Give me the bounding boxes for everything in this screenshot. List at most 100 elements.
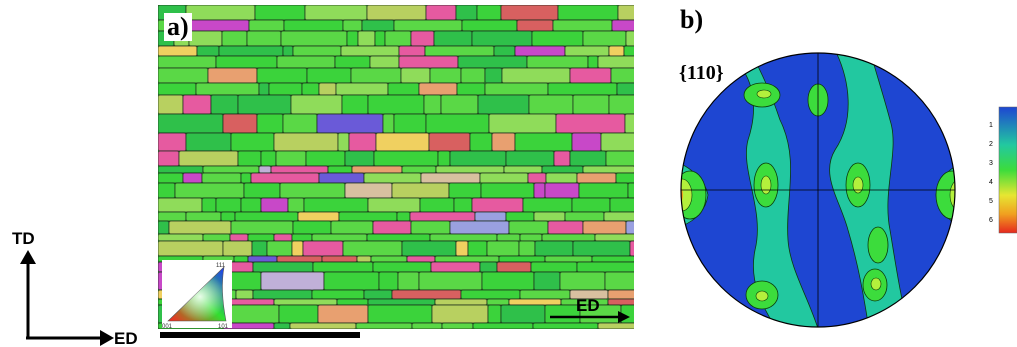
grain: [625, 220, 694, 235]
grain: [608, 94, 655, 115]
grain: [594, 233, 650, 242]
colorbar-tick-label: 2: [989, 141, 993, 148]
grain: [278, 304, 319, 324]
grain: [301, 82, 320, 96]
grain: [410, 30, 435, 47]
grain: [460, 67, 486, 84]
grain: [367, 94, 425, 115]
colorbar-tick-label: 1: [989, 122, 993, 129]
grain: [247, 255, 278, 263]
grain: [547, 82, 618, 96]
grain: [391, 289, 462, 300]
grain: [157, 211, 187, 222]
grain: [609, 197, 667, 213]
grain: [456, 82, 486, 96]
grain: [373, 150, 439, 167]
grain: [423, 94, 442, 115]
grain: [418, 271, 483, 291]
grain: [304, 4, 368, 21]
grain: [477, 94, 530, 115]
grain: [425, 113, 490, 134]
grain: [564, 45, 610, 57]
grain: [505, 211, 535, 222]
grain: [437, 150, 451, 167]
grain: [516, 19, 554, 32]
grain: [157, 182, 176, 199]
grain: [246, 30, 282, 47]
grain: [472, 322, 534, 330]
grain: [431, 304, 489, 324]
grain: [571, 132, 602, 152]
grain: [256, 67, 308, 84]
grain: [234, 211, 299, 222]
grain: [479, 261, 498, 273]
grain: [290, 94, 343, 115]
grain: [578, 182, 629, 199]
grain: [289, 322, 357, 330]
scale-bar: [160, 332, 360, 338]
grain: [476, 4, 502, 21]
grain: [604, 271, 642, 291]
grain: [311, 233, 368, 242]
grain: [369, 55, 400, 69]
grain: [268, 82, 303, 96]
grain: [157, 165, 204, 174]
grain: [448, 182, 482, 199]
panel-b-label: b): [680, 5, 704, 34]
grain: [202, 165, 260, 174]
grain: [406, 255, 436, 263]
grain: [157, 82, 197, 96]
grain: [363, 289, 393, 300]
grain: [230, 220, 294, 235]
grain: [409, 211, 476, 222]
grain: [366, 4, 427, 21]
grain: [440, 94, 479, 115]
grain: [480, 182, 535, 199]
grain: [518, 240, 536, 257]
grain: [250, 172, 320, 184]
grain: [316, 113, 384, 134]
grain: [410, 220, 451, 235]
grain: [387, 82, 420, 96]
grain: [533, 271, 561, 291]
ipf-corner-101: 101: [218, 324, 229, 330]
grain: [441, 322, 474, 330]
grain: [429, 67, 462, 84]
grain: [291, 233, 313, 242]
grain: [188, 30, 223, 47]
grain: [350, 67, 402, 84]
grain-map-image: ED 111 001 101: [157, 4, 694, 341]
grain: [617, 4, 657, 21]
grain: [323, 271, 380, 291]
grain: [582, 165, 636, 174]
grain: [243, 182, 281, 199]
grain: [487, 304, 502, 324]
grain: [340, 45, 400, 57]
grain: [367, 304, 433, 324]
grain: [318, 172, 365, 184]
sample-axes-diagram: TD ED: [12, 229, 138, 347]
grain: [461, 19, 518, 32]
grain: [557, 4, 619, 21]
grain: [508, 298, 562, 306]
grain: [559, 271, 606, 291]
grain: [474, 211, 507, 222]
grain: [195, 82, 260, 96]
grain: [157, 55, 217, 69]
grain: [455, 4, 478, 21]
grain: [174, 182, 245, 199]
grain: [467, 240, 488, 257]
grain: [338, 211, 398, 222]
grain: [600, 132, 658, 152]
grain: [337, 132, 350, 152]
grain: [230, 132, 275, 152]
grain: [597, 322, 662, 330]
colorbar-tick-label: 6: [989, 217, 993, 224]
grain: [587, 55, 599, 69]
grain: [363, 172, 422, 184]
grain: [384, 30, 412, 47]
grain: [335, 82, 389, 96]
grain: [505, 150, 555, 167]
grain: [425, 4, 457, 21]
grain: [615, 172, 654, 184]
